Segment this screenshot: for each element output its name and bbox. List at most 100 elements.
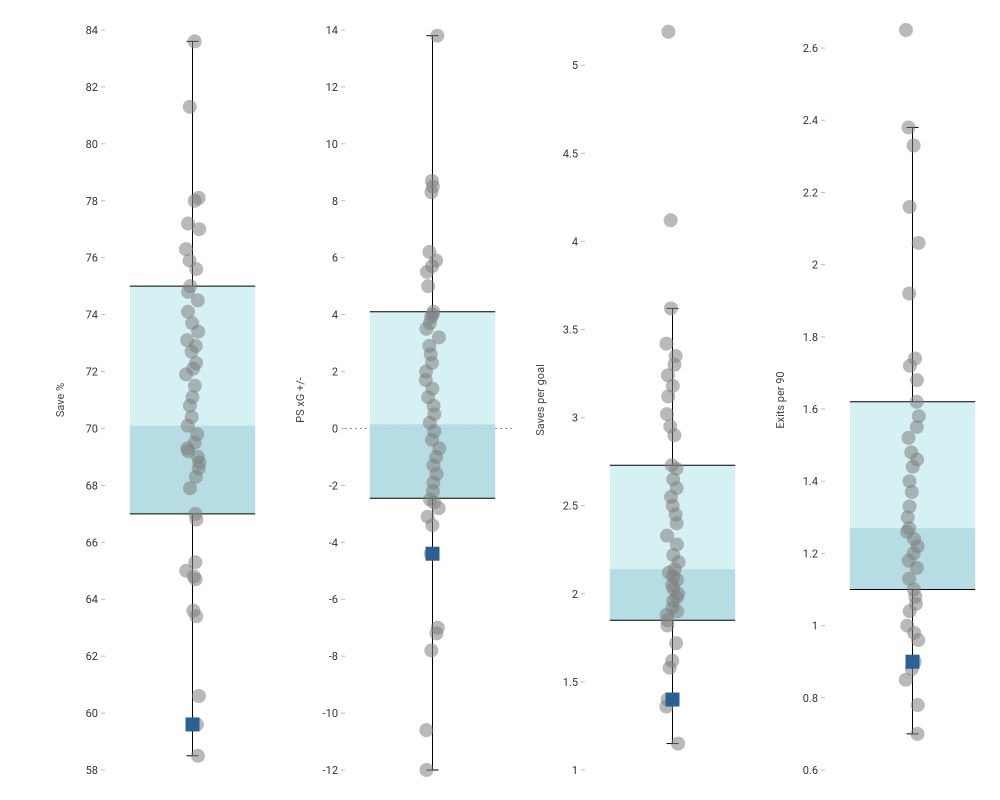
ytick-label: -6 [329,593,338,606]
highlight-marker [186,717,200,731]
data-point [420,763,434,777]
data-point [427,305,441,319]
ytick-label: -10 [323,707,338,720]
data-point [179,242,193,256]
ytick-label: 0.8 [803,692,818,705]
data-point [902,287,916,301]
highlight-marker [426,547,440,561]
ytick-label: 68 [86,479,98,492]
ytick-label: 1 [572,764,578,777]
data-point [669,636,683,650]
chart-svg: 5860626466687072747678808284Save %-12-10… [0,0,1000,800]
ytick-label: 6 [332,252,338,265]
data-point [421,279,435,293]
ytick-label: 2.2 [803,186,818,199]
ytick-label: 0.6 [803,764,818,777]
data-point [910,373,924,387]
data-point [910,395,924,409]
ytick-label: 4 [332,309,338,322]
ytick-label: -8 [329,650,338,663]
data-point [430,29,444,43]
panel-exits-per-90: 0.6 0.8 1 1.2 1.4 1.6 1.8 2 2.2 2.4 2.6 Exits per 9… [774,23,975,777]
data-point [663,419,677,433]
data-point [908,351,922,365]
data-point [431,621,445,635]
ytick-label: 1.4 [803,475,818,488]
ytick-label: 80 [86,138,98,151]
ytick-label: 4 [572,235,578,248]
data-point [902,120,916,134]
ytick-label: 2 [812,259,818,272]
ytick-label: 74 [86,309,98,322]
ytick-label: 60 [86,707,98,720]
ytick-label: 72 [86,366,98,379]
data-point [191,749,205,763]
data-point [912,409,926,423]
ytick-label: 3 [572,412,578,425]
data-point [903,499,917,513]
ytick-label: 78 [86,195,98,208]
ytick-label: 2 [332,366,338,379]
panel-ps-xg: -12-10-8-6-4-202468101214PS xG +/- [294,24,515,777]
ytick-label: 2 [572,588,578,601]
ytick-label: 5 [572,59,578,72]
ytick-label: 1.2 [803,547,818,560]
data-point [422,245,436,259]
data-point [900,619,914,633]
data-point [181,217,195,231]
panel-saves-per-goal: 11.522.533.544.55Saves per goal [534,25,735,777]
ytick-label: 64 [86,593,98,606]
data-point [660,407,674,421]
data-point [669,349,683,363]
data-point [902,474,916,488]
data-point [432,330,446,344]
data-point [910,727,924,741]
data-point [183,100,197,114]
data-point [911,698,925,712]
ytick-label: 2.4 [803,114,818,127]
ytick-label: 2.6 [803,42,818,55]
ytick-label: 1.5 [563,676,578,689]
y-axis-label: Save % [54,383,67,417]
data-point [659,337,673,351]
ytick-label: 3.5 [563,324,578,337]
ytick-label: 66 [86,536,98,549]
ytick-label: -2 [329,479,338,492]
y-axis-label: Saves per goal [534,364,547,436]
data-point [425,174,439,188]
data-point [424,643,438,657]
ytick-label: 8 [332,195,338,208]
chart-container: 5860626466687072747678808284Save %-12-10… [0,0,1000,800]
ytick-label: 1.8 [803,331,818,344]
highlight-marker [666,693,680,707]
ytick-label: 4.5 [563,147,578,160]
y-axis-label: PS xG +/- [294,377,307,423]
ytick-label: 76 [86,252,98,265]
data-point [912,236,926,250]
ytick-label: 62 [86,650,98,663]
data-point [421,510,435,524]
data-point [188,34,202,48]
y-axis-label: Exits per 90 [774,371,787,428]
ytick-label: 12 [326,81,338,94]
data-point [183,279,197,293]
data-point [661,25,675,39]
ytick-label: 1.6 [803,403,818,416]
highlight-marker [906,655,920,669]
data-point [181,305,195,319]
data-point [664,301,678,315]
panel-save-pct: 5860626466687072747678808284Save % [54,24,255,777]
ytick-label: 14 [326,24,338,37]
ytick-label: 58 [86,764,98,777]
data-point [186,604,200,618]
data-point [192,191,206,205]
data-point [903,200,917,214]
data-point [188,507,202,521]
data-point [907,139,921,153]
data-point [664,213,678,227]
ytick-label: -4 [329,536,338,549]
data-point [665,654,679,668]
ytick-label: 0 [332,422,338,435]
ytick-label: 1 [812,620,818,633]
data-point [180,333,194,347]
